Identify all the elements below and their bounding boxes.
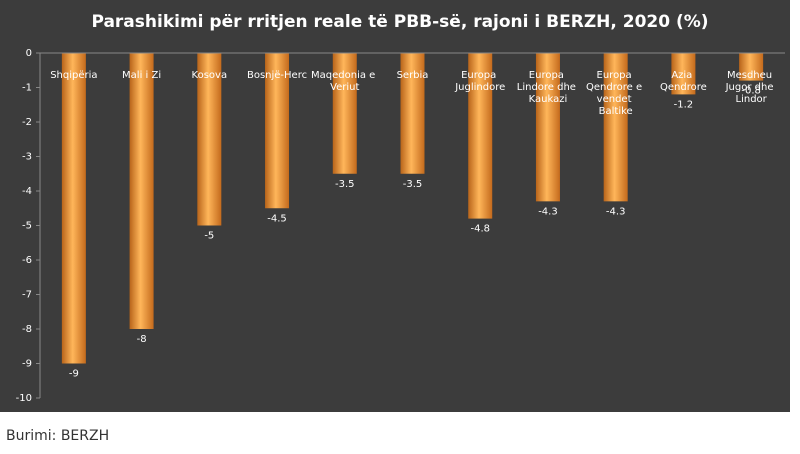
y-tick-label: 0 xyxy=(26,48,32,59)
y-tick-label: -7 xyxy=(22,290,32,301)
y-tick-label: -5 xyxy=(22,221,32,232)
y-tick-label: -8 xyxy=(22,324,32,335)
y-tick-label: -4 xyxy=(22,186,32,197)
bar xyxy=(468,53,493,219)
x-tick-label: Europa Qendrore e vendet Baltike xyxy=(586,70,645,117)
bar xyxy=(129,53,154,329)
value-label: -9 xyxy=(69,369,79,380)
y-tick-label: -2 xyxy=(22,117,32,128)
source: Burimi: BERZH xyxy=(6,428,110,444)
x-tick-label: Maqedonia e Veriut xyxy=(311,70,378,93)
chart-title: Parashikimi për rritjen reale të PBB-së,… xyxy=(91,12,708,32)
value-label: -3.5 xyxy=(335,179,355,190)
y-tick-label: -9 xyxy=(22,359,32,370)
bar xyxy=(535,53,560,202)
value-label: -4.3 xyxy=(606,206,626,217)
x-tick-label: Kosova xyxy=(192,70,228,81)
value-label: -8 xyxy=(137,334,147,345)
x-tick-label: Mesdheu Jugor dhe Lindor xyxy=(725,70,777,105)
value-label: -4.3 xyxy=(538,206,558,217)
y-tick-label: -1 xyxy=(22,83,32,94)
x-tick-label: Serbia xyxy=(397,70,429,81)
x-tick-label: Bosnjë-Herc xyxy=(247,70,307,81)
value-label: -4.8 xyxy=(470,224,490,235)
y-tick-label: -3 xyxy=(22,152,32,163)
value-label: -1.2 xyxy=(674,99,694,110)
chart: Parashikimi për rritjen reale të PBB-së,… xyxy=(0,0,790,412)
value-label: -4.5 xyxy=(267,213,287,224)
bar xyxy=(265,53,290,209)
value-label: -3.5 xyxy=(403,179,423,190)
bar xyxy=(400,53,425,174)
x-tick-label: Europa Juglindore xyxy=(454,70,505,93)
bar xyxy=(603,53,628,202)
bar xyxy=(739,53,764,81)
bar xyxy=(197,53,222,226)
x-tick-label: Europa Lindore dhe Kaukazi xyxy=(517,70,579,105)
value-label: -5 xyxy=(204,231,214,242)
x-tick-label: Shqipëria xyxy=(50,70,97,81)
bar xyxy=(671,53,696,95)
x-tick-label: Mali i Zi xyxy=(122,70,161,81)
value-label: -0.8 xyxy=(741,86,761,97)
y-tick-label: -6 xyxy=(22,255,32,266)
y-tick-label: -10 xyxy=(16,393,32,404)
bar xyxy=(332,53,357,174)
bar xyxy=(61,53,86,364)
x-tick-label: Azia Qendrore xyxy=(660,70,707,93)
